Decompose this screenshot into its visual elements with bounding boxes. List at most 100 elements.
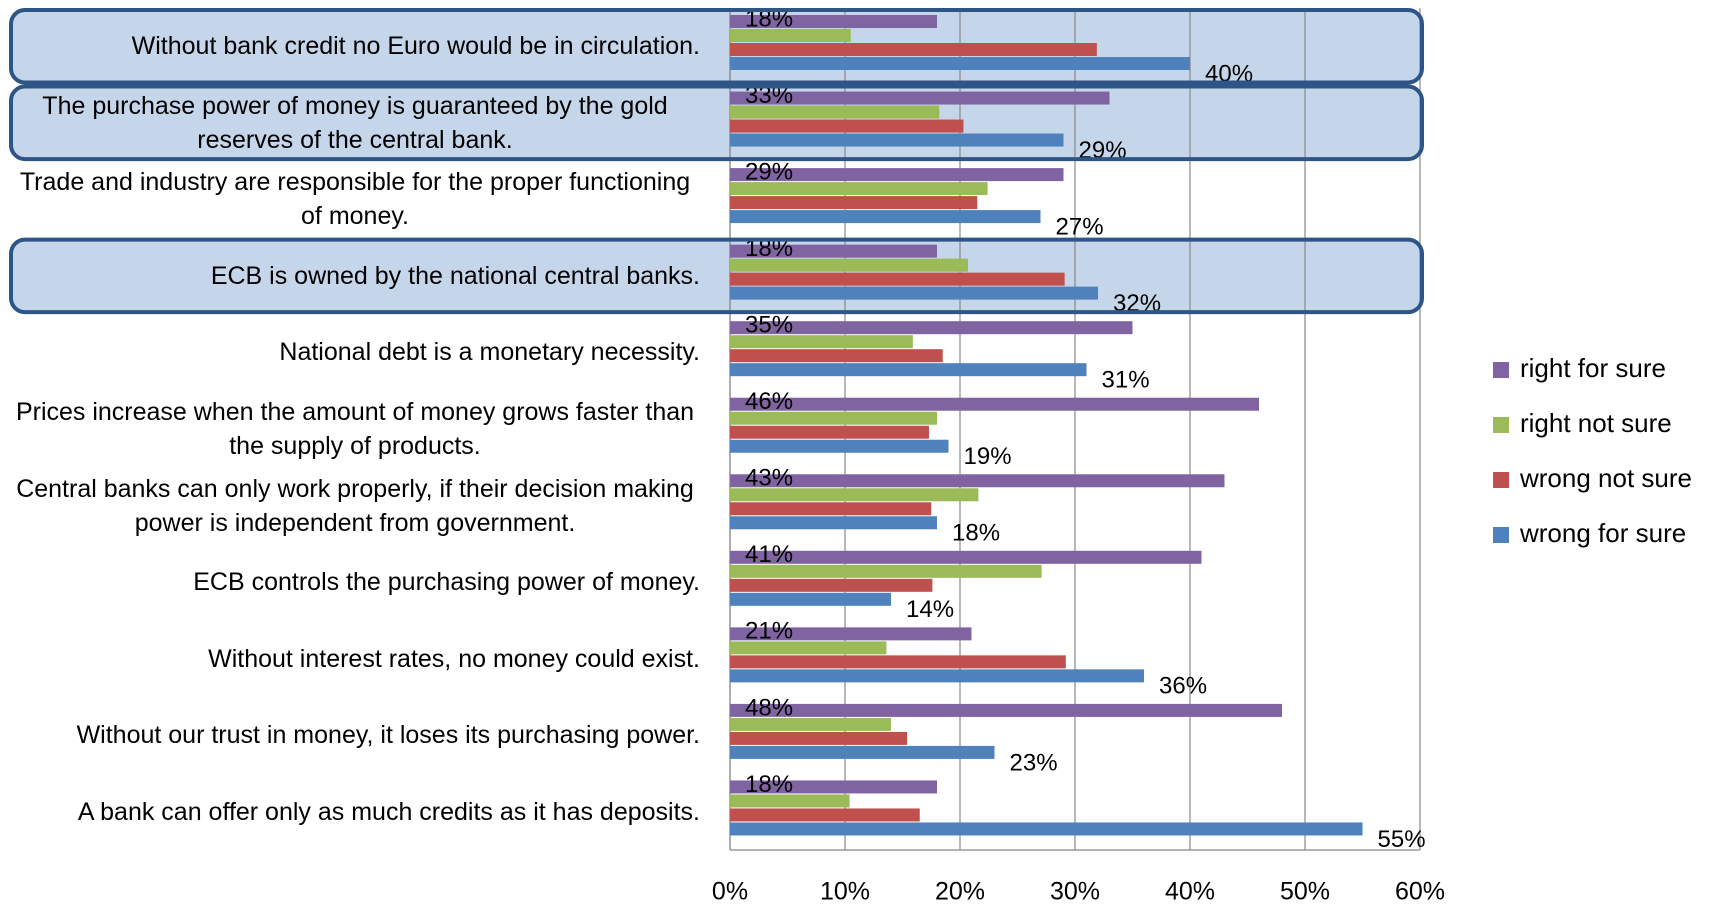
bar <box>730 655 1066 669</box>
bar <box>730 105 940 119</box>
data-label: 27% <box>1056 213 1104 240</box>
bar <box>730 578 933 592</box>
bar <box>730 703 1282 717</box>
category-label: National debt is a monetary necessity. <box>279 338 700 367</box>
legend-swatch <box>1493 472 1509 488</box>
bar <box>730 210 1041 224</box>
bar <box>730 286 1098 300</box>
category-label: A bank can offer only as much credits as… <box>77 797 700 826</box>
category-label: ECB controls the purchasing power of mon… <box>193 568 700 597</box>
legend-swatch <box>1493 362 1509 378</box>
bar <box>730 780 937 794</box>
category-label: The purchase power of money is guarantee… <box>42 91 668 154</box>
category-label-wrap: Without bank credit no Euro would be in … <box>0 8 700 85</box>
data-label: 18% <box>952 520 1000 547</box>
category-label-box: Trade and industry are responsible for t… <box>0 161 700 238</box>
category-label-wrap: The purchase power of money is guarantee… <box>0 85 700 162</box>
category-label: Central banks can only work properly, if… <box>16 474 694 537</box>
category-label-box: Without interest rates, no money could e… <box>0 620 700 697</box>
legend-swatch <box>1493 417 1509 433</box>
data-label: 14% <box>906 596 954 623</box>
category-label-wrap: Central banks can only work properly, if… <box>0 467 700 544</box>
legend-label: right for sure <box>1520 353 1666 383</box>
x-tick-label: 10% <box>820 878 870 904</box>
category-label-box: Prices increase when the amount of money… <box>0 391 700 468</box>
bar <box>730 745 995 759</box>
bar <box>730 196 978 210</box>
x-tick-label: 30% <box>1050 878 1100 904</box>
data-label: 18% <box>745 771 793 798</box>
legend-label: right not sure <box>1520 408 1672 438</box>
bar <box>730 168 1064 182</box>
bar <box>730 731 908 745</box>
category-label-wrap: Without interest rates, no money could e… <box>0 620 700 697</box>
data-label: 19% <box>964 443 1012 470</box>
bar <box>730 57 1190 70</box>
category-label: Without our trust in money, it loses its… <box>76 721 700 750</box>
category-label-wrap: A bank can offer only as much credits as… <box>0 773 700 850</box>
bar <box>730 641 887 655</box>
data-label: 23% <box>1010 749 1058 776</box>
bar <box>730 258 969 272</box>
category-label-box: Without bank credit no Euro would be in … <box>0 8 700 85</box>
category-label-box: A bank can offer only as much credits as… <box>0 773 700 850</box>
bar <box>730 717 891 731</box>
legend-label: wrong for sure <box>1519 518 1686 548</box>
category-label-box: The purchase power of money is guarantee… <box>0 85 700 162</box>
bar <box>730 349 943 363</box>
category-label-wrap: ECB is owned by the national central ban… <box>0 238 700 315</box>
bar <box>730 488 979 502</box>
data-label: 46% <box>745 388 793 415</box>
highlight-border <box>9 237 1424 315</box>
bar <box>730 363 1087 377</box>
highlight-box <box>11 86 1422 160</box>
category-label: Prices increase when the amount of money… <box>15 397 695 460</box>
category-label: Without bank credit no Euro would be in … <box>131 32 700 61</box>
bar <box>730 321 1133 335</box>
bar <box>730 564 1042 578</box>
highlight-border <box>9 8 1424 85</box>
bar <box>730 669 1144 683</box>
legend-label: wrong not sure <box>1519 463 1692 493</box>
category-label: Without interest rates, no money could e… <box>208 644 700 673</box>
bar <box>730 272 1065 286</box>
category-label-wrap: Prices increase when the amount of money… <box>0 391 700 468</box>
category-label-box: Without our trust in money, it loses its… <box>0 697 700 774</box>
data-label: 48% <box>745 694 793 721</box>
category-label-box: ECB controls the purchasing power of mon… <box>0 544 700 621</box>
bar <box>730 91 1110 105</box>
x-tick-label: 0% <box>712 878 748 904</box>
bar <box>730 119 964 133</box>
bar <box>730 822 1363 836</box>
category-label-wrap: Trade and industry are responsible for t… <box>0 161 700 238</box>
bar <box>730 439 949 453</box>
category-label-box: National debt is a monetary necessity. <box>0 314 700 391</box>
bar <box>730 794 850 808</box>
highlight-border <box>9 84 1424 162</box>
data-label: 21% <box>745 618 793 645</box>
x-tick-label: 40% <box>1165 878 1215 904</box>
category-label-wrap: National debt is a monetary necessity. <box>0 314 700 391</box>
data-label: 55% <box>1378 826 1426 853</box>
legend-swatch <box>1493 527 1509 543</box>
category-label: Trade and industry are responsible for t… <box>19 168 691 231</box>
bar <box>730 808 920 822</box>
bar <box>730 397 1259 411</box>
bar <box>730 411 937 425</box>
category-label: ECB is owned by the national central ban… <box>210 261 700 290</box>
bar <box>730 592 891 606</box>
x-tick-label: 50% <box>1280 878 1330 904</box>
bar <box>730 29 851 42</box>
bar <box>730 502 932 516</box>
bar <box>730 550 1202 564</box>
bar <box>730 244 937 258</box>
bar <box>730 15 937 28</box>
bar <box>730 425 929 439</box>
bar <box>730 133 1064 147</box>
category-label-wrap: Without our trust in money, it loses its… <box>0 697 700 774</box>
category-label-box: ECB is owned by the national central ban… <box>0 238 700 315</box>
bar <box>730 43 1097 56</box>
x-tick-label: 60% <box>1395 878 1445 904</box>
category-label-wrap: ECB controls the purchasing power of mon… <box>0 544 700 621</box>
bar <box>730 627 972 641</box>
